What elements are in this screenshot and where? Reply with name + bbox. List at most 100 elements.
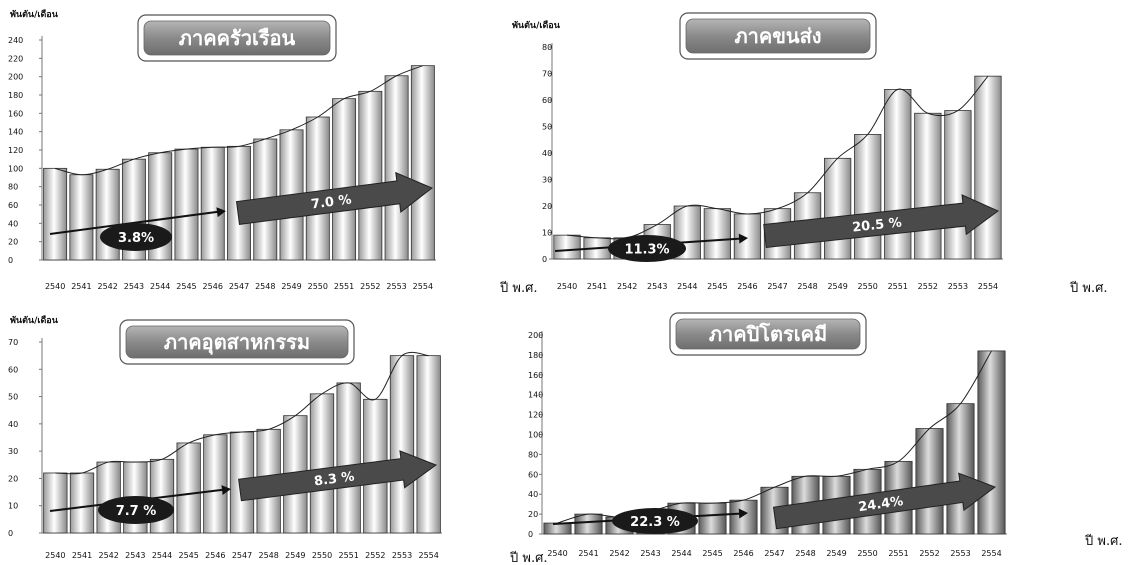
x-tick-label: 2546: [737, 282, 757, 291]
y-tick-label: 200: [8, 73, 23, 82]
y-tick-label: 60: [528, 470, 538, 479]
x-tick-label: 2554: [981, 549, 1001, 558]
x-tick-label: 2544: [150, 282, 170, 291]
y-tick-label: 30: [542, 176, 552, 185]
chart-2: 0 10 20 30 40 50 60 70 80 2540 2541 2542 2543 2544 254…: [542, 12, 1003, 291]
x-tick-label: 2551: [888, 549, 908, 558]
x-tick-label: 2542: [98, 551, 118, 560]
x-tick-label: 2545: [707, 282, 727, 291]
trend-line: [55, 65, 424, 176]
bar-2550: [305, 116, 330, 261]
x-tick-label: 2554: [978, 282, 998, 291]
x-tick-label: 2540: [45, 551, 65, 560]
x-tick-label: 2546: [203, 282, 223, 291]
growth-label-1: 7.7 %: [116, 504, 157, 519]
growth-ellipse: [100, 223, 172, 251]
x-tick-label: 2547: [232, 551, 252, 560]
bar-2550: [309, 393, 335, 534]
y-tick-label: 80: [8, 183, 18, 192]
bar-2541: [574, 513, 603, 535]
y-tick-label: 20: [528, 510, 538, 519]
x-tick-label: 2548: [797, 282, 817, 291]
bar-2546: [733, 213, 762, 260]
growth-label-2: 24.4%: [857, 494, 904, 515]
y-tick-label: 80: [528, 450, 538, 459]
y-tick-label: 10: [8, 502, 18, 511]
x-tick-label: 2552: [919, 549, 939, 558]
x-tick-label: 2540: [557, 282, 577, 291]
x-tick-label: 2545: [176, 282, 196, 291]
chart-3-ylabel: พันตัน/เดือน: [10, 314, 59, 326]
x-tick-label: 2549: [281, 282, 301, 291]
x-tick-label: 2553: [392, 551, 412, 560]
x-tick-label: 2543: [125, 551, 145, 560]
x-tick-label: 2541: [71, 282, 91, 291]
growth-arrow-head: [216, 207, 226, 218]
y-tick-label: 100: [528, 431, 543, 440]
chart-1-ylabel: พันตัน/เดือน: [10, 8, 59, 20]
growth-ellipse: [612, 508, 698, 534]
bar-2553: [384, 75, 409, 261]
growth-arrow-head: [738, 233, 748, 244]
x-tick-label: 2545: [702, 549, 722, 558]
bar-2553: [944, 110, 972, 260]
bar-2545: [174, 148, 199, 261]
x-tick-label: 2549: [827, 282, 847, 291]
x-tick-label: 2544: [677, 282, 697, 291]
growth-block-arrow: [763, 194, 999, 249]
bar-2541: [69, 174, 94, 261]
chart-title: ภาคครัวเรือน: [179, 26, 296, 50]
trend-line: [566, 75, 989, 240]
growth-label-2: 20.5 %: [852, 215, 903, 235]
y-tick-label: 240: [8, 36, 23, 45]
bar-2540: [553, 234, 581, 260]
title-box: [125, 325, 349, 359]
chart-3: 0 10 20 30 40 50 60 70 2540 2541 2542 2543 2544 2545 2…: [8, 319, 442, 560]
trend-line: [55, 351, 429, 475]
x-tick-label: 2552: [918, 282, 938, 291]
x-tick-label: 2551: [334, 282, 354, 291]
y-tick-label: 120: [528, 411, 543, 420]
y-tick-label: 200: [528, 331, 543, 340]
bar-2546: [203, 434, 228, 534]
x-tick-label: 2553: [386, 282, 406, 291]
x-tick-label: 2550: [308, 282, 328, 291]
y-tick-label: 20: [542, 202, 552, 211]
y-tick-label: 100: [8, 164, 23, 173]
x-tick-label: 2548: [255, 282, 275, 291]
title-box: [143, 20, 331, 56]
chart-title: ภาคปิโตรเคมี: [709, 322, 827, 346]
growth-label-2: 8.3 %: [313, 469, 355, 489]
y-tick-label: 50: [542, 123, 552, 132]
bar-2554: [416, 355, 441, 534]
x-tick-label: 2546: [733, 549, 753, 558]
x-tick-label: 2543: [640, 549, 660, 558]
y-tick-label: 60: [8, 201, 18, 210]
chart-1: 0 20 40 60 80 100 120 140 160 180 200 220 240 2540 254…: [8, 14, 436, 291]
x-tick-label: 2547: [764, 549, 784, 558]
x-tick-label: 2550: [312, 551, 332, 560]
bar-2540: [43, 167, 68, 261]
y-tick-label: 40: [542, 149, 552, 158]
y-tick-label: 80: [542, 43, 552, 52]
growth-block-arrow: [772, 472, 997, 530]
x-tick-label: 2553: [950, 549, 970, 558]
bar-2552: [358, 90, 383, 261]
y-tick-label: 20: [8, 238, 18, 247]
x-tick-label: 2544: [671, 549, 691, 558]
x-tick-label: 2550: [858, 282, 878, 291]
title-box: [685, 18, 871, 54]
y-tick-label: 20: [8, 474, 18, 483]
y-tick-label: 140: [528, 391, 543, 400]
x-tick-label: 2541: [72, 551, 92, 560]
x-tick-label: 2545: [178, 551, 198, 560]
bar-2545: [176, 442, 201, 534]
y-tick-label: 180: [528, 351, 543, 360]
y-tick-label: 160: [528, 371, 543, 380]
x-tick-label: 2552: [365, 551, 385, 560]
y-tick-label: 70: [8, 338, 18, 347]
x-tick-label: 2549: [826, 549, 846, 558]
y-tick-label: 0: [528, 530, 533, 539]
x-tick-label: 2549: [285, 551, 305, 560]
growth-arrow-head: [738, 508, 748, 519]
